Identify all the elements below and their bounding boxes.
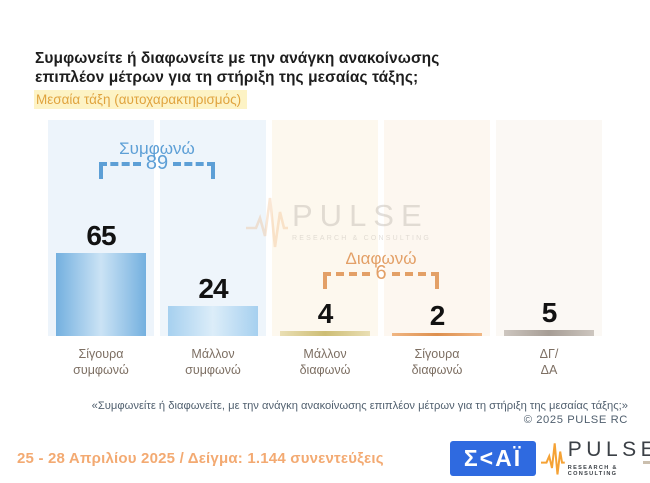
disagree-bracket: Διαφωνώ 6 (323, 250, 439, 289)
agree-bracket: Συμφωνώ 89 (99, 140, 215, 179)
fieldwork-sample-text: 25 - 28 Απριλίου 2025 / Δείγμα: 1.144 συ… (17, 450, 384, 467)
pulse-logo-text: PULSE RESEARCH & CONSULTING (568, 439, 650, 477)
bar-column-3: 4 (272, 120, 378, 336)
category-label: Μάλλον συμφωνώ (185, 347, 241, 377)
bar-value-label: 5 (541, 297, 558, 328)
title-line-1: Συμφωνείτε ή διαφωνείτε με την ανάγκη αν… (35, 50, 440, 67)
category-label: ΔΓ/ ΔΑ (539, 347, 559, 377)
pulse-logo: PULSE RESEARCH & CONSULTING (541, 437, 650, 479)
bar (503, 330, 595, 336)
bar-column-4: 2 (384, 120, 490, 336)
bar-value-label: 4 (317, 298, 334, 329)
bar (391, 333, 483, 336)
bar (167, 306, 259, 336)
bracket-value: 89 (145, 152, 169, 174)
question-quote: «Συμφωνείτε ή διαφωνείτε, με την ανάγκη … (91, 400, 628, 412)
bracket-hook-right (173, 162, 215, 179)
bracket-line: 6 (323, 263, 439, 289)
pulse-waveform-icon (541, 443, 565, 475)
category-axis: Σίγουρα συμφωνώ Μάλλον συμφωνώ Μάλλον διαφ… (48, 346, 602, 378)
skai-logo-text: Σ<ΑΪ (463, 445, 523, 471)
category-label: Μάλλον διαφωνώ (299, 347, 351, 377)
bar-value-label: 24 (198, 273, 228, 304)
bracket-label: Διαφωνώ (345, 249, 417, 268)
page-title: Συμφωνείτε ή διαφωνείτε με την ανάγκη αν… (35, 49, 439, 87)
copyright: © 2025 PULSE RC (523, 414, 628, 426)
bracket-hook-left (323, 272, 371, 289)
bracket-value: 6 (375, 262, 387, 284)
title-line-2: επιπλέον μέτρων για τη στήριξη της μεσαί… (35, 69, 419, 86)
bracket-label: Συμφωνώ (119, 139, 195, 158)
bar (55, 253, 147, 336)
bracket-hook-right (391, 272, 439, 289)
bar-value-label: 2 (429, 300, 446, 331)
bar-column-5: 5 (496, 120, 602, 336)
bar-column-2: 24 (160, 120, 266, 336)
footnote: «Συμφωνείτε ή διαφωνείτε, με την ανάγκη … (92, 399, 628, 427)
bracket-line: 89 (99, 153, 215, 179)
bar-chart: 65 24 4 2 5 Συμφωνώ 89 Διαφωνώ 6 (48, 120, 602, 336)
bar (279, 331, 371, 336)
bracket-hook-left (99, 162, 141, 179)
subtitle-highlight: Μεσαία τάξη (αυτοχαρακτηρισμός) (34, 90, 248, 109)
category-label: Σίγουρα συμφωνώ (73, 347, 129, 377)
pulse-logo-badge (643, 461, 650, 464)
pulse-logo-name: PULSE (567, 438, 650, 461)
bar-column-1: 65 (48, 120, 154, 336)
bar-value-label: 65 (86, 220, 116, 251)
category-label: Σίγουρα διαφωνώ (411, 347, 463, 377)
pulse-logo-tagline: RESEARCH & CONSULTING (567, 465, 618, 477)
skai-logo: Σ<ΑΪ (450, 441, 536, 476)
